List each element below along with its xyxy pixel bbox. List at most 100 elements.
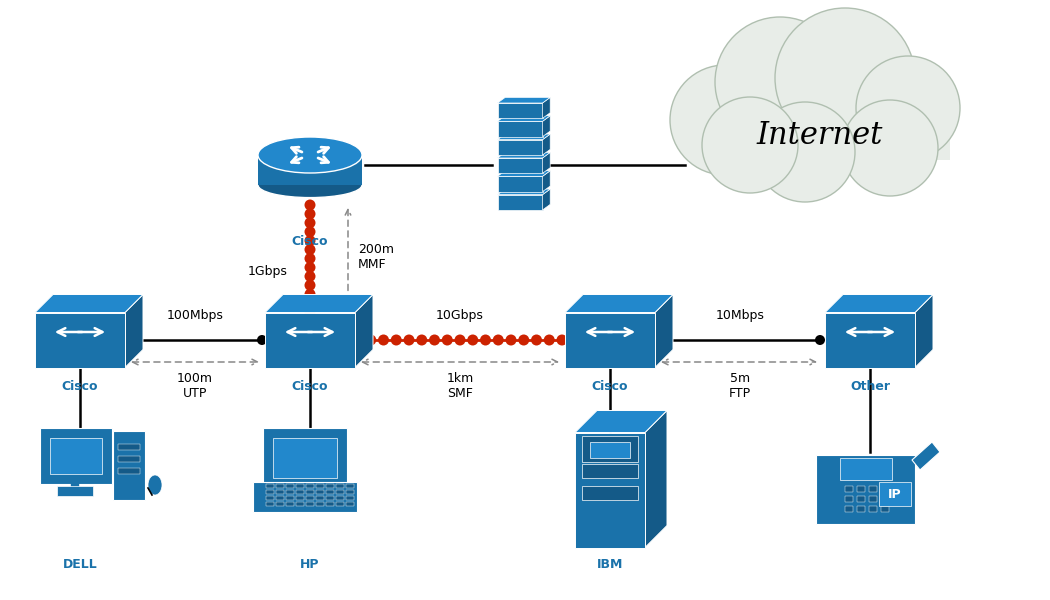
Text: Other: Other (850, 380, 890, 393)
FancyBboxPatch shape (316, 502, 324, 506)
Circle shape (304, 307, 315, 317)
Text: Cisco: Cisco (592, 380, 628, 393)
Text: Cisco: Cisco (292, 380, 329, 393)
FancyBboxPatch shape (336, 496, 344, 500)
FancyBboxPatch shape (286, 502, 294, 506)
Ellipse shape (258, 137, 362, 173)
FancyBboxPatch shape (276, 496, 284, 500)
FancyBboxPatch shape (346, 496, 354, 500)
Circle shape (670, 65, 780, 175)
Circle shape (304, 271, 315, 282)
Circle shape (531, 335, 542, 346)
Text: 200m
MMF: 200m MMF (358, 243, 394, 271)
FancyBboxPatch shape (118, 468, 140, 474)
FancyBboxPatch shape (316, 484, 324, 488)
Polygon shape (543, 152, 550, 173)
FancyBboxPatch shape (498, 121, 543, 137)
FancyBboxPatch shape (879, 482, 911, 506)
Polygon shape (912, 442, 940, 470)
Circle shape (304, 262, 315, 273)
Polygon shape (258, 155, 362, 185)
Circle shape (365, 335, 376, 346)
FancyBboxPatch shape (498, 158, 543, 173)
Polygon shape (498, 152, 550, 158)
FancyBboxPatch shape (266, 490, 274, 494)
Circle shape (416, 335, 427, 346)
FancyBboxPatch shape (306, 484, 314, 488)
Text: 100m
UTP: 100m UTP (177, 372, 213, 400)
FancyBboxPatch shape (881, 496, 889, 502)
Circle shape (755, 102, 855, 202)
Circle shape (304, 280, 315, 291)
Text: IP: IP (888, 487, 902, 500)
FancyBboxPatch shape (57, 486, 93, 496)
FancyBboxPatch shape (326, 484, 334, 488)
Circle shape (492, 335, 504, 346)
FancyBboxPatch shape (296, 490, 304, 494)
FancyBboxPatch shape (296, 502, 304, 506)
FancyBboxPatch shape (881, 506, 889, 512)
FancyBboxPatch shape (845, 486, 853, 492)
Text: Cisco: Cisco (292, 235, 329, 248)
FancyBboxPatch shape (869, 496, 877, 502)
FancyBboxPatch shape (336, 484, 344, 488)
Circle shape (544, 335, 554, 346)
Circle shape (304, 253, 315, 264)
Circle shape (304, 217, 315, 229)
FancyBboxPatch shape (326, 490, 334, 494)
Polygon shape (498, 116, 550, 121)
FancyBboxPatch shape (316, 490, 324, 494)
Circle shape (702, 97, 798, 193)
Polygon shape (498, 189, 550, 194)
Polygon shape (498, 134, 550, 140)
Circle shape (429, 335, 440, 346)
Circle shape (304, 298, 315, 308)
FancyBboxPatch shape (346, 502, 354, 506)
FancyBboxPatch shape (286, 490, 294, 494)
Text: HP: HP (300, 558, 320, 571)
FancyBboxPatch shape (869, 486, 877, 492)
FancyBboxPatch shape (286, 484, 294, 488)
FancyBboxPatch shape (266, 484, 274, 488)
FancyBboxPatch shape (346, 484, 354, 488)
FancyBboxPatch shape (840, 458, 892, 480)
Polygon shape (125, 295, 143, 367)
FancyBboxPatch shape (306, 490, 314, 494)
Polygon shape (543, 116, 550, 137)
Circle shape (442, 335, 453, 346)
Text: DELL: DELL (63, 558, 98, 571)
FancyBboxPatch shape (276, 502, 284, 506)
Circle shape (304, 289, 315, 299)
FancyBboxPatch shape (857, 486, 865, 492)
FancyBboxPatch shape (845, 496, 853, 502)
Text: Internet: Internet (757, 119, 883, 151)
FancyBboxPatch shape (582, 436, 638, 462)
FancyBboxPatch shape (346, 490, 354, 494)
FancyBboxPatch shape (40, 428, 112, 484)
Polygon shape (543, 171, 550, 191)
FancyBboxPatch shape (825, 313, 915, 367)
FancyBboxPatch shape (118, 456, 140, 462)
Circle shape (391, 335, 402, 346)
FancyBboxPatch shape (50, 438, 102, 474)
FancyBboxPatch shape (498, 176, 543, 191)
FancyBboxPatch shape (113, 431, 145, 500)
FancyBboxPatch shape (816, 455, 915, 524)
Circle shape (403, 335, 415, 346)
Text: 1Gbps: 1Gbps (248, 265, 288, 278)
Circle shape (519, 335, 529, 346)
FancyBboxPatch shape (881, 486, 889, 492)
Ellipse shape (148, 475, 162, 495)
FancyBboxPatch shape (276, 484, 284, 488)
FancyBboxPatch shape (253, 482, 357, 512)
FancyBboxPatch shape (306, 502, 314, 506)
FancyBboxPatch shape (498, 194, 543, 210)
Polygon shape (543, 97, 550, 118)
FancyBboxPatch shape (266, 502, 274, 506)
Circle shape (480, 335, 491, 346)
Polygon shape (825, 295, 933, 313)
Circle shape (856, 56, 960, 160)
Polygon shape (498, 97, 550, 103)
Circle shape (304, 226, 315, 237)
Polygon shape (355, 295, 373, 367)
